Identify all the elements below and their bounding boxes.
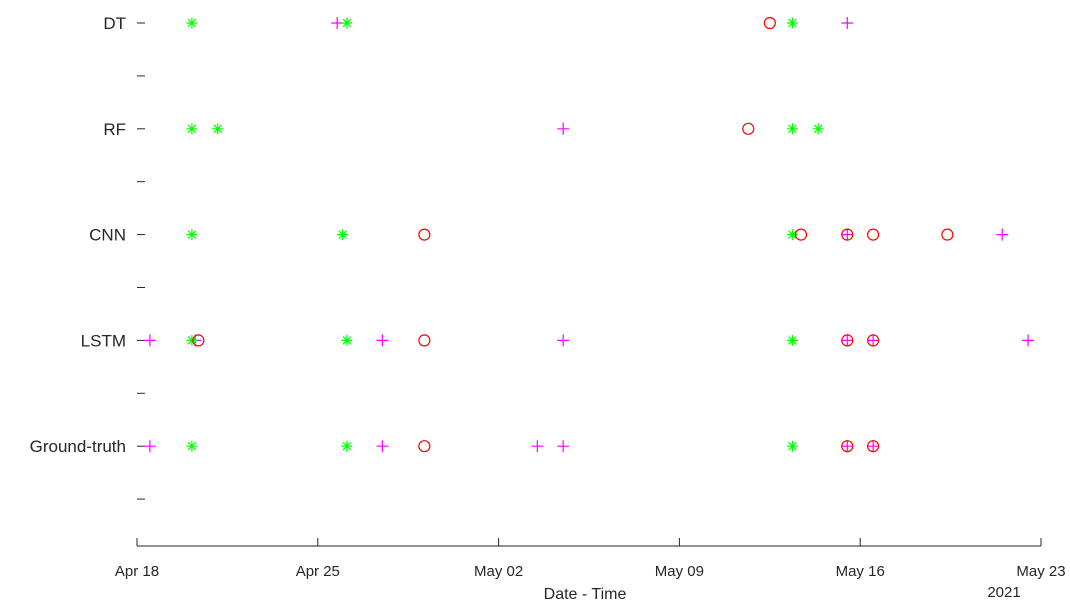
y-tick-label: CNN [89,226,126,245]
star-marker [186,17,198,29]
star-marker [786,123,798,135]
star-marker [341,440,353,452]
circle-marker [742,122,755,135]
circle-marker [841,440,854,453]
star-marker [786,334,798,346]
star-marker [212,123,224,135]
star-marker [786,229,798,241]
x-axis-label: Date - Time [544,586,627,603]
plus-marker [376,334,389,347]
x-tick-label: May 23 [1016,563,1065,580]
circle-marker [867,334,880,347]
plus-marker [841,228,854,241]
star-marker [186,229,198,241]
plus-marker [557,334,570,347]
x-tick-label: May 09 [655,563,704,580]
plus-marker [331,17,344,29]
marks-group [143,16,1035,453]
star-marker [786,440,798,452]
circle-marker [867,440,880,453]
circle-marker [418,440,431,453]
plus-marker [557,122,570,135]
axes-group: Apr 18 Apr 25 May 02 May 09 May 16 May 23 DT RF… [30,14,1066,580]
x-axis-year-label: 2021 [987,584,1020,601]
star-marker [786,17,798,29]
x-tick-label: May 02 [474,563,523,580]
y-tick-label: LSTM [81,331,126,350]
y-tick-label: DT [103,14,126,33]
star-marker [186,440,198,452]
circle-marker [841,334,854,347]
plus-marker [143,440,156,453]
plus-marker [1022,334,1035,347]
plus-marker [376,440,389,453]
star-marker [337,229,349,241]
plus-marker [841,334,854,347]
star-marker [186,123,198,135]
circle-marker [418,334,431,347]
x-tick-label: May 16 [836,563,885,580]
circle-marker [794,228,808,241]
circle-marker [941,228,954,241]
plus-marker [557,440,570,453]
x-tick-label: Apr 25 [296,563,340,580]
star-marker [186,334,198,346]
star-marker [812,123,824,135]
plus-marker [531,440,544,453]
plus-marker [143,334,156,347]
star-marker [341,17,353,29]
plus-marker [996,228,1009,241]
y-tick-label: RF [103,120,126,139]
circle-marker [841,228,854,241]
plus-marker [867,440,880,453]
x-tick-label: Apr 18 [115,563,159,580]
plus-marker [867,334,880,347]
plus-marker [841,17,854,29]
plus-marker [841,440,854,453]
star-marker [341,334,353,346]
circle-marker [763,16,776,30]
circle-marker [192,334,205,347]
y-tick-label: Ground-truth [30,437,126,456]
circle-marker [867,228,880,241]
circle-marker [418,228,431,241]
